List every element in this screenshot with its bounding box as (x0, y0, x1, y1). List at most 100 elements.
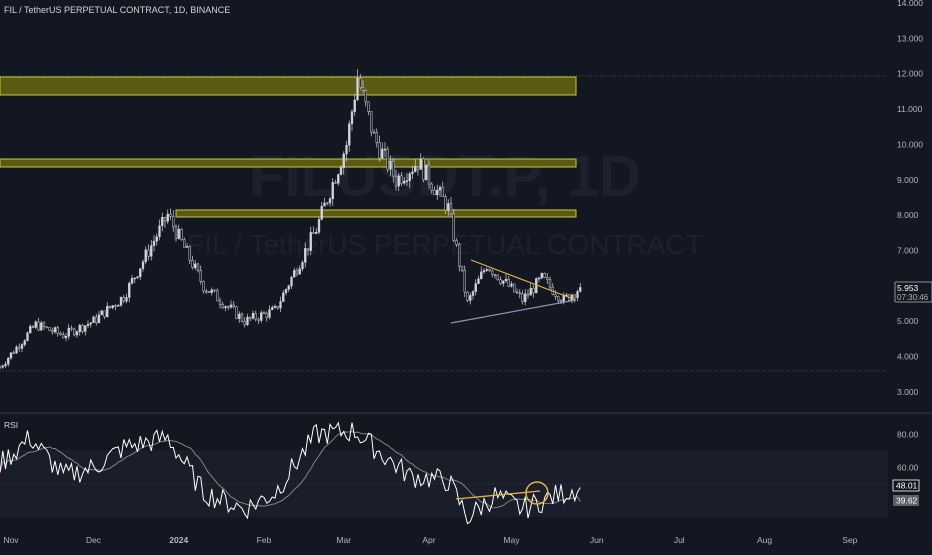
candle-body (185, 246, 189, 248)
candle-body (323, 202, 326, 207)
candle-body (458, 244, 461, 267)
candle-body (301, 262, 304, 270)
zone-rectangle-middle[interactable] (0, 158, 577, 168)
candle-body (235, 306, 238, 319)
zone-rectangle-top[interactable] (0, 76, 577, 96)
candle-body (279, 301, 282, 309)
candle-body (515, 291, 519, 294)
candle-body (326, 202, 329, 205)
candle-body (240, 313, 244, 322)
candle-body (532, 288, 535, 294)
candle-body (471, 291, 475, 296)
candle-body (128, 282, 131, 298)
candle-body (51, 330, 54, 333)
candle-body (463, 269, 466, 293)
candle-body (92, 316, 95, 324)
candle-body (125, 297, 128, 302)
candle-body (59, 332, 62, 335)
candle-body (210, 289, 213, 293)
candle-body (513, 283, 516, 293)
candle-body (158, 225, 161, 238)
candle-body (386, 148, 389, 170)
candle-body (381, 148, 384, 159)
rsi-highlight-circle[interactable] (525, 481, 549, 505)
candle-body (73, 328, 76, 336)
candle-body (218, 300, 222, 305)
candle-body (298, 268, 301, 275)
candle-body (433, 189, 436, 195)
candle-body (378, 142, 381, 159)
candle-body (361, 87, 365, 91)
candle-body (576, 291, 579, 299)
candle-body (1, 365, 4, 368)
candle-body (529, 288, 532, 296)
price-axis[interactable]: 14.000 13.000 12.000 11.000 10.000 9.000 8.000… (897, 0, 923, 397)
price-tick-label: 12.000 (897, 69, 923, 79)
price-tick-label: 8.000 (897, 210, 919, 220)
price-tick-label: 9.000 (897, 175, 919, 185)
candle-body (389, 160, 392, 170)
candle-body (67, 327, 70, 337)
rsi-line (0, 421, 581, 525)
candle-body (224, 306, 227, 309)
candle-body (89, 322, 92, 325)
candle-body (372, 131, 376, 134)
candle-body (284, 289, 288, 294)
candle-body (353, 99, 356, 112)
candle-body (469, 295, 472, 301)
candle-body (97, 314, 101, 323)
candle-body (183, 239, 186, 248)
candle-body (136, 276, 139, 279)
candle-body (213, 289, 216, 292)
candle-body (238, 313, 241, 319)
candle-body (383, 148, 387, 151)
candle-body (320, 205, 323, 220)
candle-body (460, 265, 464, 271)
candle-body (444, 196, 447, 211)
candle-body (232, 304, 235, 307)
trendline-lower[interactable] (450, 299, 577, 324)
candle-body (7, 357, 10, 365)
candle-body (466, 291, 469, 301)
candle-body (227, 306, 230, 308)
zone-rectangle-bottom[interactable] (175, 209, 577, 218)
candle-body (290, 276, 293, 287)
candle-body (114, 305, 117, 307)
candle-body (331, 182, 334, 200)
candle-body (315, 232, 318, 234)
price-tick-label: 11.000 (897, 104, 923, 114)
candle-body (339, 167, 343, 175)
candle-body (306, 248, 310, 251)
candle-body (540, 272, 543, 279)
candle-body (392, 160, 395, 177)
rsi-ma-value: 39.62 (896, 496, 918, 506)
candle-body (100, 310, 103, 316)
candle-body (194, 263, 197, 269)
candle-body (26, 332, 29, 341)
candle-body (130, 278, 134, 284)
candle-body (535, 278, 538, 294)
candle-body (317, 219, 321, 233)
candle-body (375, 132, 378, 143)
time-axis[interactable]: Nov Dec 2024 Feb Mar Apr May Jun Jul Aug Sep (3, 535, 857, 545)
candle-body (546, 277, 549, 280)
candle-body (216, 290, 219, 302)
candle-body (70, 327, 73, 330)
candle-body (174, 226, 178, 239)
candle-body (249, 316, 252, 319)
time-tick-label: Jun (590, 535, 604, 545)
candle-body (177, 228, 180, 239)
candle-body (447, 203, 450, 211)
candle-body (337, 174, 340, 184)
candle-body (9, 352, 13, 359)
candle-body (166, 213, 169, 222)
candle-body (0, 366, 2, 369)
candle-body (510, 283, 513, 287)
trendline-upper[interactable] (470, 259, 577, 301)
candle-body (172, 216, 175, 228)
candle-body (345, 144, 348, 155)
time-tick-label: Apr (422, 535, 435, 545)
